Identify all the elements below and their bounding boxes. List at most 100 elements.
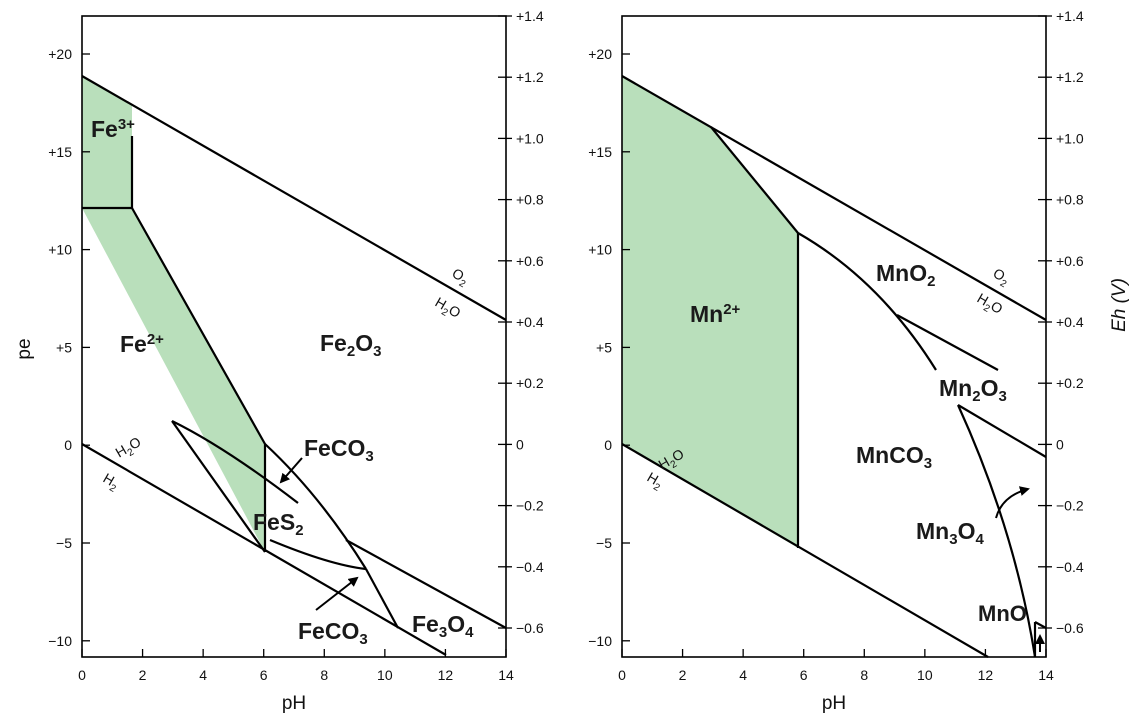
mn-o2-label: O2 (989, 265, 1014, 291)
mn2o3-lower-boundary (957, 404, 1047, 458)
x-tick-label: 8 (860, 667, 868, 683)
pe-tick-label: +15 (588, 144, 612, 160)
mno2-lower-boundary (896, 314, 999, 371)
pe-tick-label: +10 (48, 242, 72, 258)
mn-h2o-h2-boundary (621, 443, 989, 658)
x-tick-label: 6 (800, 667, 808, 683)
eh-tick-label: +1.4 (1056, 8, 1084, 24)
manganese-plot-frame (621, 15, 1047, 658)
x-tick-label: 10 (377, 667, 393, 683)
pe-tick-label: +5 (56, 339, 72, 355)
x-tick-label: 12 (978, 667, 994, 683)
eh-tick-label: +1.0 (1056, 130, 1084, 146)
eh-tick-label: −0.4 (1056, 559, 1084, 575)
fe2o3-label: Fe2O3 (320, 330, 381, 360)
iron-eh-axis: +1.4 +1.2 +1.0 +0.8 +0.6 +0.4 +0.2 0 −0.2 −0.4 −0.… (498, 8, 544, 636)
mno2-label: MnO2 (876, 260, 935, 290)
iron-x-axis-label: pH (282, 693, 306, 714)
eh-tick-label: +0.2 (516, 375, 544, 391)
x-tick-label: 2 (139, 667, 147, 683)
x-tick-label: 12 (438, 667, 454, 683)
pe-tick-label: +20 (48, 46, 72, 62)
pe-tick-label: −5 (56, 535, 72, 551)
x-tick-label: 4 (739, 667, 747, 683)
o2-label: O2 (448, 265, 473, 291)
pe-tick-label: −5 (596, 535, 612, 551)
fe3-field (82, 76, 132, 208)
mnco3-label: MnCO3 (856, 442, 932, 472)
eh-tick-label: +0.8 (1056, 192, 1084, 208)
mno-label: MnO (978, 601, 1027, 626)
x-tick-label: 0 (618, 667, 626, 683)
feco3-lower-arrow (315, 576, 359, 611)
x-tick-label: 14 (498, 667, 514, 683)
x-tick-label: 4 (199, 667, 207, 683)
pe-tick-label: −10 (588, 633, 612, 649)
iron-x-axis: 0 2 4 6 8 10 12 14 (78, 649, 514, 683)
mn2-label: Mn2+ (690, 301, 741, 327)
eh-tick-label: +0.6 (516, 253, 544, 269)
pe-tick-label: +15 (48, 144, 72, 160)
fes2-label: FeS2 (253, 509, 304, 539)
pe-tick-label: +20 (588, 46, 612, 62)
eh-tick-label: +0.4 (516, 314, 544, 330)
eh-tick-label: +1.4 (516, 8, 544, 24)
eh-tick-label: +0.8 (516, 192, 544, 208)
fes2-upper-boundary (171, 420, 299, 504)
eh-tick-label: −0.6 (516, 620, 544, 636)
eh-tick-label: +0.6 (1056, 253, 1084, 269)
feco3-lower-label: FeCO3 (298, 618, 368, 648)
manganese-x-axis: 0 2 4 6 8 10 12 14 (618, 649, 1054, 683)
fe2-field (82, 208, 265, 552)
x-tick-label: 2 (679, 667, 687, 683)
iron-panel: Fe3+ Fe2+ Fe2O3 FeCO3 FeS2 FeCO3 Fe3O4 O… (14, 8, 544, 714)
pe-tick-label: −10 (48, 633, 72, 649)
eh-tick-label: 0 (1056, 436, 1064, 452)
x-tick-label: 6 (260, 667, 268, 683)
fe3o4-label: Fe3O4 (412, 611, 474, 641)
eh-tick-label: +1.2 (1056, 69, 1084, 85)
x-tick-label: 0 (78, 667, 86, 683)
mno2-mn2o3-boundary (797, 232, 937, 371)
h2-label: H2 (99, 470, 123, 495)
feco3-upper-boundary (264, 443, 367, 570)
pe-axis-label: pe (14, 338, 35, 359)
mn2-mno2-boundary (710, 126, 799, 234)
x-tick-label: 14 (1038, 667, 1054, 683)
mn3o4-arrow (995, 486, 1030, 519)
eh-tick-label: −0.2 (1056, 498, 1084, 514)
manganese-panel: Mn2+ MnO2 Mn2O3 MnCO3 Mn3O4 MnO O2 H2O H… (588, 8, 1130, 714)
fe3o4-upper-boundary (345, 539, 507, 629)
x-tick-label: 8 (320, 667, 328, 683)
mn3o4-label: Mn3O4 (916, 518, 984, 548)
feco3-upper-arrow (279, 457, 303, 484)
mn2o3-label: Mn2O3 (939, 375, 1007, 405)
o2-h2o-boundary (81, 75, 507, 321)
eh-axis-label: Eh (V) (1109, 278, 1130, 332)
pe-tick-label: 0 (64, 437, 72, 453)
mn3o4-boundary (956, 404, 1037, 658)
h2o-upper-label: H2O (431, 294, 464, 325)
mn-o2-h2o-boundary (621, 75, 1047, 321)
fe3-label: Fe3+ (91, 116, 135, 142)
fe2-label: Fe2+ (120, 331, 164, 357)
pe-tick-label: 0 (604, 437, 612, 453)
eh-tick-label: −0.6 (1056, 620, 1084, 636)
eh-tick-label: +1.2 (516, 69, 544, 85)
manganese-x-axis-label: pH (822, 693, 846, 714)
pe-tick-label: +10 (588, 242, 612, 258)
feco3-lower-boundary (269, 538, 367, 571)
manganese-eh-axis: +1.4 +1.2 +1.0 +0.8 +0.6 +0.4 +0.2 0 −0.2 −0.4 −0.… (1038, 8, 1084, 636)
iron-pe-axis: +20 +15 +10 +5 0 −5 −10 (48, 46, 90, 649)
fes2-left-boundary (171, 420, 266, 553)
eh-tick-label: 0 (516, 436, 524, 452)
mn2-field (622, 76, 798, 548)
eh-tick-label: −0.4 (516, 559, 544, 575)
eh-tick-label: +0.2 (1056, 375, 1084, 391)
manganese-pe-axis: +20 +15 +10 +5 0 −5 −10 (588, 46, 630, 649)
iron-plot-frame (81, 15, 507, 658)
eh-tick-label: +1.0 (516, 130, 544, 146)
pe-tick-label: +5 (596, 339, 612, 355)
h2o-lower-label: H2O (113, 433, 146, 464)
